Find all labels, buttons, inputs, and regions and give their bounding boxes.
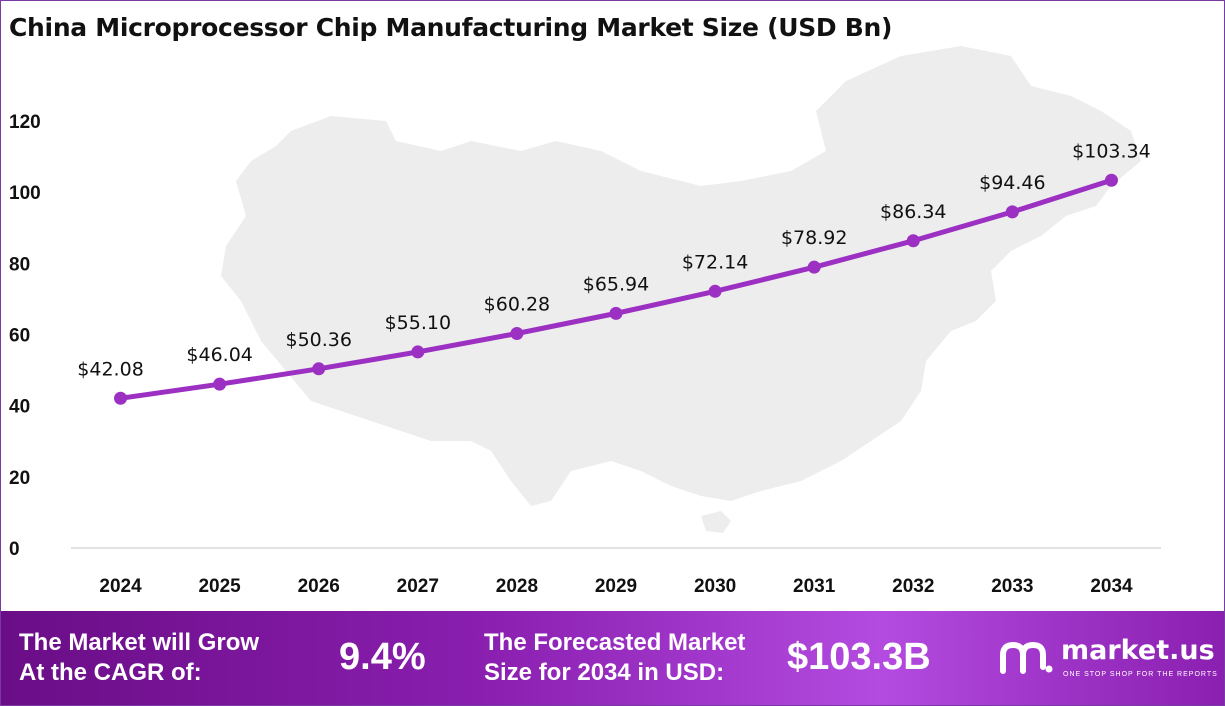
data-point — [213, 377, 227, 391]
data-point — [807, 260, 821, 274]
data-label: $78.92 — [781, 227, 847, 249]
data-label: $72.14 — [682, 251, 748, 273]
data-point — [1104, 173, 1118, 187]
data-point — [312, 362, 326, 376]
y-tick-label: 120 — [9, 112, 41, 133]
brand-name: market.us — [1061, 635, 1215, 666]
x-tick-label: 2031 — [793, 576, 836, 597]
x-tick-label: 2026 — [298, 576, 340, 597]
forecast-label-line2: Size for 2034 in USD: — [484, 659, 725, 686]
x-tick-label: 2025 — [198, 576, 241, 597]
x-tick-label: 2029 — [595, 576, 637, 597]
cagr-value: 9.4% — [339, 636, 426, 678]
y-tick-label: 100 — [9, 183, 41, 204]
x-tick-label: 2024 — [99, 576, 142, 597]
y-tick-label: 20 — [9, 468, 30, 489]
data-point — [1005, 205, 1019, 219]
y-tick-label: 40 — [9, 397, 30, 418]
line-chart: 0 20 40 60 80 100 120 2024 2025 2026 2027 2028 2029… — [9, 46, 1161, 597]
data-label: $55.10 — [385, 312, 451, 334]
data-point — [906, 234, 920, 248]
y-tick-label: 0 — [9, 539, 20, 560]
data-point — [411, 345, 425, 359]
x-tick-label: 2032 — [892, 576, 934, 597]
series-group: $42.08 $46.04 $50.36 $55.10 $60.28 $65.94 $72.… — [77, 140, 1151, 405]
y-tick-label: 60 — [9, 326, 30, 347]
cagr-label-line2: At the CAGR of: — [19, 659, 202, 686]
forecast-label-line1: The Forecasted Market — [484, 629, 746, 656]
x-tick-label: 2033 — [991, 576, 1033, 597]
cagr-label: The Market will Grow At the CAGR of: — [19, 628, 259, 688]
data-label: $42.08 — [77, 358, 143, 380]
cagr-label-line1: The Market will Grow — [19, 629, 260, 656]
x-tick-label: 2027 — [397, 576, 439, 597]
data-label: $65.94 — [583, 273, 649, 295]
y-tick-label: 80 — [9, 254, 30, 275]
brand-block: market.us ONE STOP SHOP FOR THE REPORTS — [999, 635, 1221, 685]
summary-footer: The Market will Grow At the CAGR of: 9.4… — [1, 611, 1224, 705]
y-axis: 0 20 40 60 80 100 120 — [9, 112, 41, 560]
forecast-value: $103.3B — [787, 636, 931, 678]
x-tick-label: 2030 — [694, 576, 736, 597]
chart-title: China Microprocessor Chip Manufacturing … — [9, 13, 893, 42]
china-map-background — [221, 46, 1141, 506]
data-point — [708, 284, 722, 298]
hainan-island-shape — [701, 511, 731, 533]
data-point — [609, 306, 623, 320]
data-label: $103.34 — [1072, 140, 1151, 162]
data-label: $94.46 — [979, 172, 1045, 194]
market-us-logo-icon — [1000, 641, 1053, 674]
x-axis: 2024 2025 2026 2027 2028 2029 2030 2031 2032 2033… — [99, 576, 1133, 597]
x-tick-label: 2034 — [1090, 576, 1133, 597]
x-tick-label: 2028 — [496, 576, 538, 597]
forecast-label: The Forecasted Market Size for 2034 in U… — [484, 628, 745, 688]
data-label: $86.34 — [880, 201, 946, 223]
data-label: $50.36 — [285, 329, 351, 351]
brand-tagline: ONE STOP SHOP FOR THE REPORTS — [1063, 671, 1218, 678]
data-point — [114, 391, 128, 405]
data-point — [510, 327, 524, 341]
data-label: $60.28 — [484, 294, 550, 316]
data-label: $46.04 — [186, 344, 252, 366]
